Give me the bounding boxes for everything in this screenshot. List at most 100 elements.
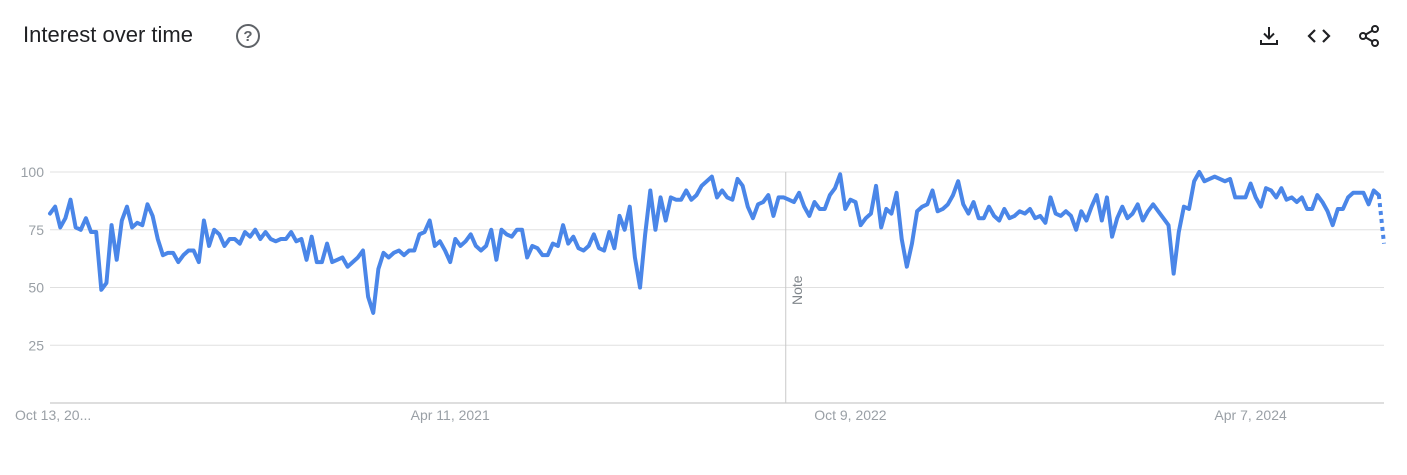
data-point bbox=[726, 196, 729, 199]
data-point bbox=[1275, 196, 1278, 199]
data-point bbox=[587, 244, 590, 247]
data-point bbox=[479, 249, 482, 252]
data-point bbox=[659, 196, 662, 199]
data-point bbox=[936, 210, 939, 213]
data-point bbox=[1146, 210, 1149, 213]
data-point bbox=[331, 261, 334, 264]
data-point bbox=[685, 189, 688, 192]
svg-text:?: ? bbox=[243, 28, 252, 45]
data-point bbox=[1341, 207, 1344, 210]
data-point bbox=[423, 231, 426, 234]
data-point bbox=[361, 249, 364, 252]
data-point bbox=[618, 214, 621, 217]
data-point bbox=[644, 233, 647, 236]
data-point bbox=[864, 217, 867, 220]
data-point bbox=[454, 237, 457, 240]
data-point bbox=[849, 198, 852, 201]
data-point bbox=[197, 261, 200, 264]
data-point bbox=[562, 224, 565, 227]
data-point bbox=[613, 247, 616, 250]
data-point bbox=[1316, 194, 1319, 197]
data-point bbox=[787, 198, 790, 201]
data-point bbox=[49, 212, 52, 215]
data-point bbox=[844, 207, 847, 210]
data-point bbox=[1075, 228, 1078, 231]
data-point bbox=[495, 258, 498, 261]
data-point bbox=[474, 244, 477, 247]
share-button[interactable] bbox=[1355, 22, 1383, 50]
data-point bbox=[59, 226, 62, 229]
data-point bbox=[408, 249, 411, 252]
data-point bbox=[1188, 207, 1191, 210]
download-button[interactable] bbox=[1255, 22, 1283, 50]
data-point bbox=[931, 189, 934, 192]
data-point bbox=[869, 212, 872, 215]
data-point bbox=[1116, 217, 1119, 220]
data-point bbox=[654, 228, 657, 231]
data-point bbox=[782, 196, 785, 199]
data-point bbox=[690, 198, 693, 201]
data-point bbox=[131, 226, 134, 229]
data-point bbox=[977, 217, 980, 220]
data-point bbox=[813, 201, 816, 204]
data-point bbox=[1223, 180, 1226, 183]
help-circle-icon[interactable]: ? bbox=[234, 22, 262, 50]
chart-title: Interest over time bbox=[23, 22, 193, 47]
data-point bbox=[295, 240, 298, 243]
data-point bbox=[1383, 242, 1386, 245]
data-point bbox=[1023, 212, 1026, 215]
data-point bbox=[1064, 210, 1067, 213]
data-point bbox=[1059, 214, 1062, 217]
data-point bbox=[767, 194, 770, 197]
data-point bbox=[208, 244, 211, 247]
data-point bbox=[444, 249, 447, 252]
data-point bbox=[510, 235, 513, 238]
x-tick-label: Oct 13, 20... bbox=[15, 407, 91, 423]
data-point bbox=[1008, 217, 1011, 220]
data-point bbox=[182, 254, 185, 257]
data-point bbox=[792, 201, 795, 204]
data-point bbox=[1259, 205, 1262, 208]
data-point bbox=[1290, 196, 1293, 199]
data-point bbox=[572, 235, 575, 238]
data-point bbox=[172, 251, 175, 254]
data-point bbox=[469, 233, 472, 236]
data-point bbox=[731, 198, 734, 201]
data-point bbox=[639, 286, 642, 289]
data-point bbox=[300, 237, 303, 240]
data-point bbox=[982, 217, 985, 220]
data-point bbox=[556, 244, 559, 247]
data-point bbox=[526, 256, 529, 259]
series-line bbox=[48, 170, 1381, 315]
data-point bbox=[1367, 203, 1370, 206]
data-point bbox=[921, 205, 924, 208]
x-tick-label: Apr 7, 2024 bbox=[1214, 407, 1287, 423]
data-point bbox=[285, 237, 288, 240]
data-point bbox=[490, 228, 493, 231]
y-tick-label: 100 bbox=[21, 164, 45, 180]
data-point bbox=[1131, 212, 1134, 215]
embed-button[interactable] bbox=[1305, 22, 1333, 50]
data-point bbox=[346, 265, 349, 268]
data-point bbox=[674, 198, 677, 201]
data-point bbox=[90, 231, 93, 234]
data-point bbox=[1111, 235, 1114, 238]
data-point bbox=[695, 194, 698, 197]
data-point bbox=[243, 231, 246, 234]
data-point bbox=[254, 228, 257, 231]
data-point bbox=[449, 261, 452, 264]
data-point bbox=[1126, 217, 1129, 220]
data-point bbox=[941, 207, 944, 210]
data-point bbox=[356, 256, 359, 259]
data-point bbox=[1028, 207, 1031, 210]
data-point bbox=[1018, 210, 1021, 213]
data-point bbox=[1229, 177, 1232, 180]
data-point bbox=[521, 228, 524, 231]
data-point bbox=[74, 226, 77, 229]
data-point bbox=[546, 254, 549, 257]
data-point bbox=[628, 205, 631, 208]
data-point bbox=[438, 240, 441, 243]
data-point bbox=[392, 251, 395, 254]
data-point bbox=[1049, 196, 1052, 199]
data-point bbox=[274, 240, 277, 243]
